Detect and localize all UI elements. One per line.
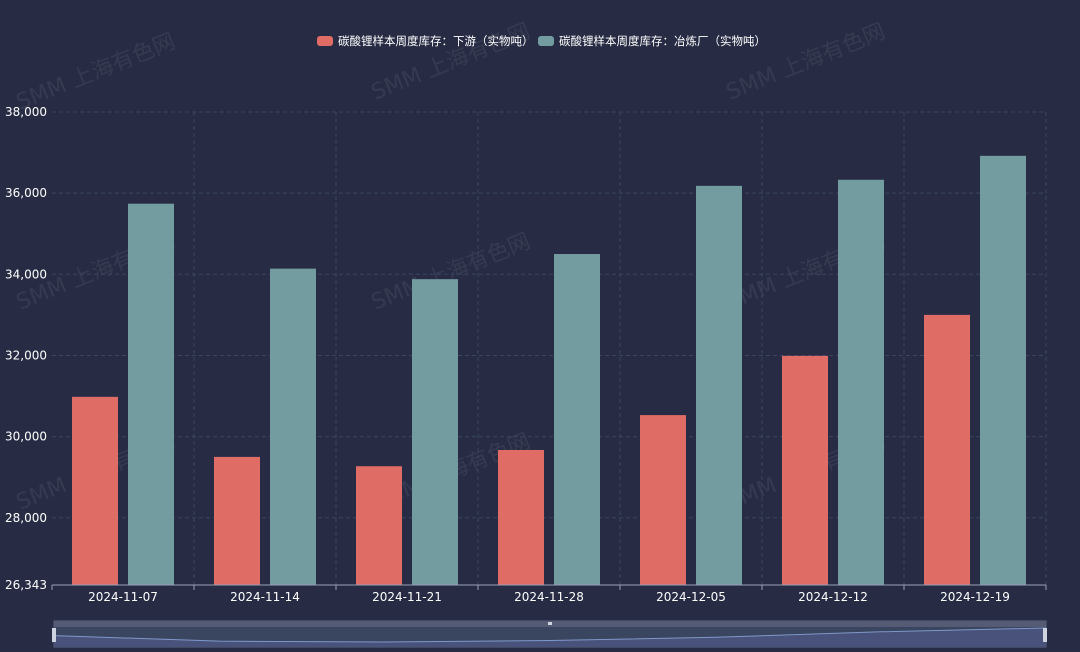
- bar-series1-2024-12-05[interactable]: [640, 415, 686, 585]
- slider-move-handle[interactable]: [548, 622, 552, 625]
- y-tick-label: 32,000: [5, 348, 47, 362]
- y-tick-label: 38,000: [5, 105, 47, 119]
- slider-preview-area: [54, 628, 1046, 647]
- watermark-text: SMM 上海有色网: [13, 29, 179, 115]
- axes: 2024-11-07 2024-11-14 2024-11-21 2024-11-28…: [5, 105, 1047, 604]
- watermark-text: SMM 上海有色网: [723, 19, 889, 105]
- x-tick-label: 2024-12-19: [940, 590, 1010, 604]
- bar-series2-2024-12-05[interactable]: [696, 185, 742, 585]
- bar-series2-2024-11-21[interactable]: [412, 279, 458, 585]
- bar-series2-2024-12-12[interactable]: [838, 179, 884, 586]
- x-tick-label: 2024-11-28: [514, 590, 584, 604]
- bars: [72, 155, 1026, 586]
- bar-series1-2024-11-28[interactable]: [498, 450, 544, 585]
- bar-series2-2024-12-19[interactable]: [980, 155, 1026, 585]
- legend-item-1[interactable]: 碳酸锂样本周度库存：下游（实物吨）: [317, 34, 534, 48]
- legend-swatch: [317, 36, 333, 46]
- legend-label: 碳酸锂样本周度库存：冶炼厂（实物吨）: [559, 34, 766, 48]
- slider-handle-left[interactable]: [52, 628, 56, 642]
- slider-preview-line: [53, 627, 1047, 643]
- y-tick-label: 30,000: [5, 430, 47, 444]
- legend[interactable]: 碳酸锂样本周度库存：下游（实物吨） 碳酸锂样本周度库存：冶炼厂（实物吨）: [317, 34, 766, 48]
- slider-handle-right[interactable]: [1043, 628, 1047, 642]
- bar-series1-2024-11-21[interactable]: [356, 466, 402, 585]
- bar-series1-2024-11-14[interactable]: [214, 456, 260, 585]
- x-tick-label: 2024-12-05: [656, 590, 726, 604]
- grid: [52, 111, 1047, 585]
- bar-series1-2024-11-07[interactable]: [72, 396, 118, 585]
- x-tick-label: 2024-11-21: [372, 590, 442, 604]
- y-tick-label: 28,000: [5, 511, 47, 525]
- legend-item-2[interactable]: 碳酸锂样本周度库存：冶炼厂（实物吨）: [538, 34, 766, 48]
- y-tick-label: 34,000: [5, 267, 47, 281]
- x-tick-label: 2024-12-12: [798, 590, 868, 604]
- bar-series2-2024-11-14[interactable]: [270, 268, 316, 585]
- bar-series2-2024-11-28[interactable]: [554, 254, 600, 585]
- legend-label: 碳酸锂样本周度库存：下游（实物吨）: [338, 34, 534, 48]
- y-tick-label: 26,343: [5, 578, 47, 592]
- legend-swatch: [538, 36, 554, 46]
- x-tick-label: 2024-11-07: [88, 590, 158, 604]
- bar-series1-2024-12-19[interactable]: [924, 314, 970, 585]
- y-tick-label: 36,000: [5, 186, 47, 200]
- bar-series2-2024-11-07[interactable]: [128, 203, 174, 586]
- x-tick-label: 2024-11-14: [230, 590, 300, 604]
- bar-series1-2024-12-12[interactable]: [782, 355, 828, 585]
- datazoom-slider[interactable]: [52, 620, 1047, 648]
- watermark-text: SMM 上海有色网: [368, 19, 534, 105]
